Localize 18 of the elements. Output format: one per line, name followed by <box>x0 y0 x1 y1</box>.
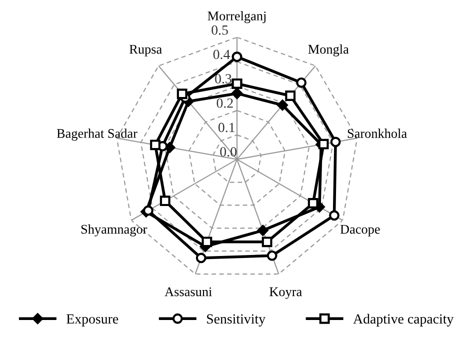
spoke-label: Morrelganj <box>208 11 266 24</box>
spoke-label: Bagerhat Sadar <box>56 128 138 141</box>
spoke-label: Koyra <box>270 287 302 299</box>
legend-label: Sensitivity <box>207 314 266 326</box>
legend-label: Exposure <box>66 314 118 326</box>
spoke-label: Dacope <box>340 224 380 236</box>
legend-label: Adaptive capacity <box>353 314 454 326</box>
y-tick-label: 0.0 <box>220 147 236 157</box>
y-tick-label: 0.4 <box>213 50 230 60</box>
spoke-label: Mongla <box>308 44 349 56</box>
y-tick-label: 0.1 <box>218 122 234 132</box>
spoke-label: Rupsa <box>129 44 162 56</box>
spoke-label: Saronkhola <box>348 128 407 138</box>
y-tick-label: 0.2 <box>216 98 233 108</box>
spoke-label: Shyamnagor <box>81 224 148 236</box>
y-tick-label: 0.5 <box>212 25 228 35</box>
spoke-label: Assasuni <box>164 287 212 296</box>
y-tick-label: 0.3 <box>215 74 232 84</box>
